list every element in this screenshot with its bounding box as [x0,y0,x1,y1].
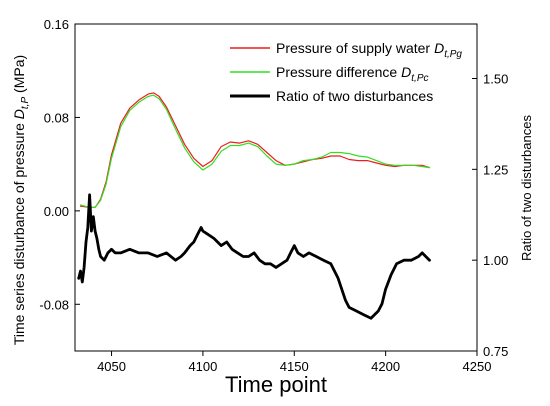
left-axis-title-main: Time series disturbance of pressure [11,119,27,345]
legend: Pressure of supply water Dt,Pg Pressure d… [224,34,468,110]
left-tick-label: 0.16 [44,17,69,32]
x-tick-label: 4200 [371,359,400,374]
left-axis-title-unit: (MPa) [11,55,27,97]
right-tick-label: 1.25 [483,162,508,177]
legend-label-supply-name: Pressure of supply water [276,40,430,56]
left-tick-label: -0.08 [39,297,69,312]
series-layer [77,92,431,320]
legend-label-difference-symbol: D [401,64,411,80]
legend-label-difference-sub: t,Pc [411,73,428,84]
legend-label-difference-name: Pressure difference [276,64,397,80]
x-tick-label: 4050 [97,359,126,374]
x-tick-label: 4250 [463,359,492,374]
plot-frame [74,23,478,352]
left-axis-ticks: -0.08 0.00 0.08 0.16 [39,17,80,312]
right-axis-ticks: 0.75 1.00 1.25 1.50 [472,72,508,359]
left-axis-title: Time series disturbance of pressure Dt,P… [11,55,31,345]
left-tick-label: 0.00 [44,204,69,219]
left-axis-title-sub: t,P [20,97,31,110]
x-axis-title: Time point [225,372,327,397]
series-line-pressure-difference [79,94,431,208]
left-axis-title-symbol: D [11,109,27,119]
right-tick-label: 0.75 [483,344,508,359]
right-axis-title: Ratio of two disturbances [519,115,534,261]
x-axis-ticks: 4050 4100 4150 4200 4250 [97,351,491,374]
legend-label-ratio: Ratio of two disturbances [276,88,433,104]
right-tick-label: 1.00 [483,253,508,268]
x-tick-label: 4100 [188,359,217,374]
left-tick-label: 0.08 [44,110,69,125]
legend-label-supply: Pressure of supply water Dt,Pg [276,40,462,60]
legend-label-difference: Pressure difference Dt,Pc [276,64,429,84]
legend-label-supply-sub: t,Pg [444,49,462,60]
legend-label-supply-symbol: D [434,40,444,56]
x-tick-label: 4150 [280,359,309,374]
series-line-ratio [77,193,431,320]
right-tick-label: 1.50 [483,72,508,87]
series-line-supply-pressure [79,92,431,208]
